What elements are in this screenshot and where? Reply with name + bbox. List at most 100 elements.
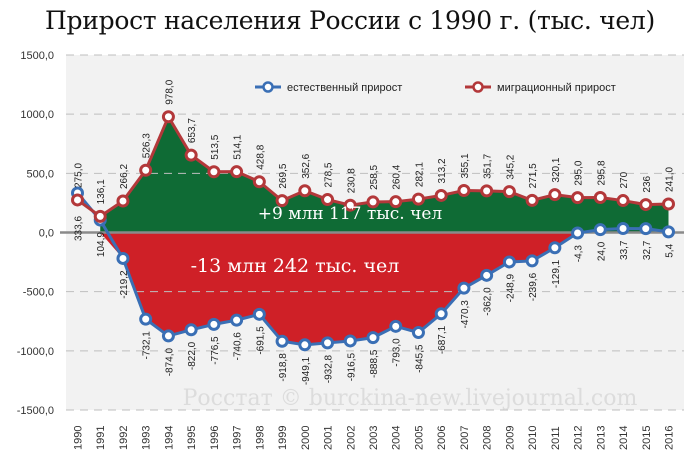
migration-marker	[571, 191, 585, 205]
migration-marker	[593, 190, 607, 204]
natural-value-label: -691,5	[255, 326, 266, 355]
natural-value-label: -239,6	[528, 272, 539, 301]
natural-value-label: -932,8	[324, 354, 335, 383]
natural-value-label: -949,1	[301, 356, 312, 385]
natural-value-label: -793,0	[392, 338, 403, 367]
natural-value-label: -129,1	[551, 259, 562, 288]
natural-value-label: -888,5	[369, 349, 380, 378]
negative-total-annotation: -13 млн 242 тыс. чел	[191, 255, 400, 277]
y-tick-label: -1500,0	[17, 405, 54, 417]
natural-marker	[366, 331, 380, 345]
natural-value-label: -687,1	[437, 325, 448, 354]
migration-value-label: 345,2	[505, 154, 516, 179]
natural-marker	[502, 255, 516, 269]
natural-marker	[161, 329, 175, 343]
natural-value-label: -4,3	[574, 245, 585, 263]
natural-marker	[639, 222, 653, 236]
x-axis: 1990 1991 1992 1993 1994 1995 1996 1997 1998 1999…	[73, 426, 676, 450]
migration-marker	[389, 195, 403, 209]
natural-marker	[184, 323, 198, 337]
legend: естественный прирост миграционный прирост	[255, 81, 616, 94]
natural-value-label: -362,0	[483, 287, 494, 316]
natural-value-label: -845,5	[414, 344, 425, 373]
natural-marker	[411, 326, 425, 340]
natural-value-label: -918,8	[278, 353, 289, 382]
natural-value-label: -732,1	[142, 331, 153, 360]
series-lines	[71, 110, 675, 352]
x-tick-label: 1999	[277, 426, 289, 450]
x-tick-label: 2005	[413, 426, 425, 450]
y-tick-label: 1000,0	[20, 109, 54, 121]
migration-marker	[411, 192, 425, 206]
x-tick-label: 2004	[391, 426, 403, 450]
migration-marker	[366, 195, 380, 209]
natural-marker	[298, 338, 312, 352]
migration-value-label: 271,5	[528, 163, 539, 188]
natural-marker	[480, 268, 494, 282]
x-tick-label: 2003	[368, 426, 380, 450]
y-tick-label: 0,0	[39, 228, 54, 240]
y-tick-label: 500,0	[26, 168, 54, 180]
migration-value-label: 352,6	[301, 153, 312, 178]
natural-value-label: -916,5	[346, 353, 357, 382]
migration-marker	[457, 183, 471, 197]
x-tick-label: 2013	[595, 426, 607, 450]
migration-marker	[230, 165, 244, 179]
migration-value-label: 258,5	[369, 164, 380, 189]
migration-marker	[116, 194, 130, 208]
x-tick-label: 1995	[186, 426, 198, 450]
migration-value-label: 526,3	[142, 133, 153, 158]
migration-value-label: 514,1	[233, 134, 244, 159]
x-tick-label: 2000	[300, 426, 312, 450]
chart-title: Прирост населения России с 1990 г. (тыс.…	[45, 6, 655, 35]
migration-value-label: 236	[642, 175, 653, 192]
migration-value-label: 320,1	[551, 157, 562, 182]
x-tick-label: 2015	[641, 426, 653, 450]
x-tick-label: 1991	[95, 426, 107, 450]
x-tick-label: 2001	[323, 426, 335, 450]
x-tick-label: 2010	[527, 426, 539, 450]
positive-total-annotation: +9 млн 117 тыс. чел	[258, 204, 443, 224]
migration-value-label: 428,8	[255, 144, 266, 169]
x-tick-label: 1992	[118, 426, 130, 450]
migration-value-label: 278,5	[324, 162, 335, 187]
natural-marker	[616, 222, 630, 236]
natural-marker	[662, 225, 675, 239]
natural-value-label: 333,6	[74, 216, 85, 241]
x-tick-label: 1993	[141, 426, 153, 450]
natural-marker	[321, 336, 335, 350]
watermark-text: Росстат © burckina-new.livejournal.com	[183, 386, 638, 411]
x-tick-label: 2009	[504, 426, 516, 450]
natural-value-label: -219,2	[119, 270, 130, 299]
x-tick-label: 1997	[232, 426, 244, 450]
x-tick-label: 1994	[163, 426, 175, 450]
area-fills	[100, 116, 669, 345]
x-tick-label: 2008	[482, 426, 494, 450]
migration-marker	[662, 197, 675, 211]
natural-marker	[230, 313, 244, 327]
migration-value-label: 653,7	[187, 118, 198, 143]
migration-value-label: 260,4	[392, 164, 403, 189]
natural-marker	[593, 223, 607, 237]
x-tick-label: 2006	[436, 426, 448, 450]
migration-marker	[298, 184, 312, 198]
x-tick-label: 2007	[459, 426, 471, 450]
data-labels: 275,0 136,1 266,2 526,3 978,0 653,7 513,5 514,1…	[74, 79, 676, 385]
migration-value-label: 241,0	[665, 167, 676, 192]
migration-marker	[525, 193, 539, 207]
migration-value-label: 355,1	[460, 153, 471, 178]
migration-value-label: 270	[619, 171, 630, 188]
migration-marker	[321, 193, 335, 207]
natural-legend-label: естественный прирост	[287, 82, 402, 94]
migration-value-label: 351,7	[483, 153, 494, 178]
x-tick-label: 1996	[209, 426, 221, 450]
y-tick-label: -1000,0	[17, 346, 54, 358]
natural-marker	[525, 254, 539, 268]
natural-value-label: 33,7	[619, 240, 630, 260]
migration-value-label: 313,2	[437, 158, 448, 183]
migration-marker	[616, 194, 630, 208]
natural-value-label: 24,0	[596, 241, 607, 261]
natural-marker	[207, 317, 221, 331]
migration-marker	[275, 194, 289, 208]
